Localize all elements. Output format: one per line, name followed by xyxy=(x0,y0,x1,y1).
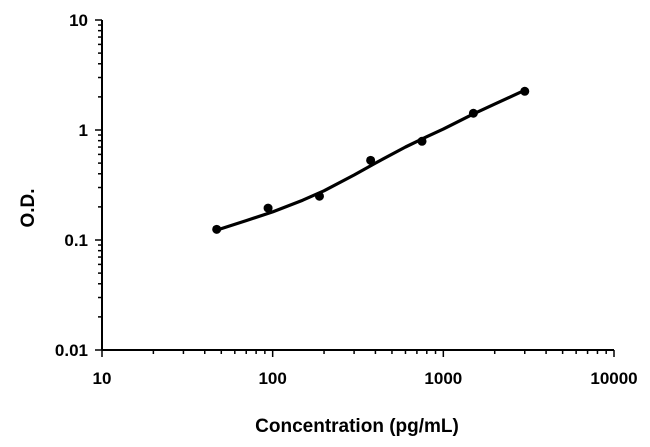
y-tick-label: 10 xyxy=(69,11,88,30)
data-point xyxy=(468,108,478,118)
y-tick-label: 0.01 xyxy=(55,341,88,360)
data-point xyxy=(520,86,530,96)
x-tick-label: 100 xyxy=(258,369,286,388)
x-tick-label: 10000 xyxy=(590,369,637,388)
data-point xyxy=(417,136,427,146)
x-tick-label: 1000 xyxy=(424,369,462,388)
data-point xyxy=(263,203,273,213)
y-axis-title: O.D. xyxy=(18,188,39,227)
data-points-layer xyxy=(212,86,530,234)
data-point xyxy=(212,224,222,234)
y-tick-label: 1 xyxy=(79,121,88,140)
tick-labels: 0.01 0.1 1 10 10 100 1000 10000 xyxy=(55,11,638,388)
ticks xyxy=(95,19,615,357)
data-point xyxy=(366,155,376,165)
x-tick-label: 10 xyxy=(93,369,112,388)
x-axis-title: Concentration (pg/mL) xyxy=(255,416,459,437)
data-point xyxy=(314,191,324,201)
axes xyxy=(101,20,614,351)
y-tick-label: 0.1 xyxy=(64,231,88,250)
